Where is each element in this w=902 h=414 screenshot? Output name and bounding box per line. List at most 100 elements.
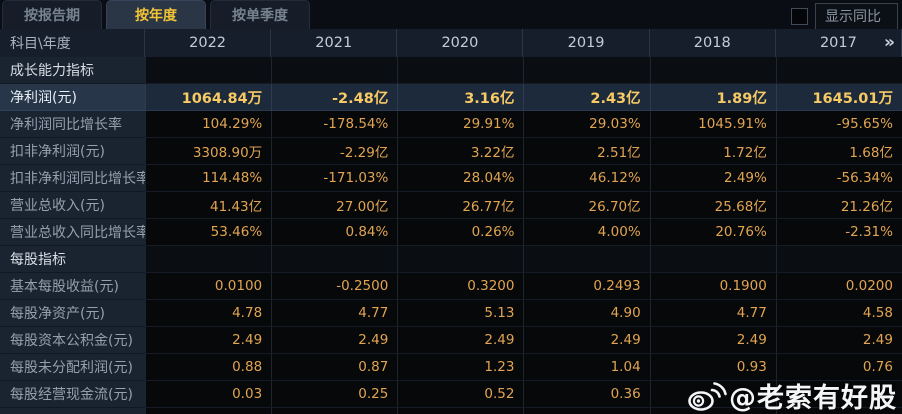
cell-value: 29.91% — [397, 111, 524, 138]
table-row: 每股资本公积金(元) 2.49 2.49 2.49 2.49 2.49 2.49 — [0, 327, 902, 354]
cell-value — [649, 246, 776, 273]
cell-value: 0.1900 — [649, 273, 776, 300]
partial-row — [0, 408, 902, 414]
cell-value: 2.49 — [397, 327, 524, 354]
year-column-header: 2020 — [397, 29, 524, 57]
cell-value: 29.03% — [523, 111, 650, 138]
cell-value: 27.00亿 — [271, 192, 398, 219]
cell-value — [397, 408, 524, 414]
table-row: 净利润同比增长率 104.29% -178.54% 29.91% 29.03% 1045.… — [0, 111, 902, 138]
cell-value — [145, 408, 272, 414]
yoy-controls: 显示同比 — [791, 3, 898, 30]
cell-value: 4.00% — [523, 219, 650, 246]
year-column-header: 2022 — [145, 29, 272, 57]
cell-value: 0.3200 — [397, 273, 524, 300]
cell-value — [649, 381, 776, 408]
row-label: 每股净资产(元) — [0, 300, 145, 327]
cell-value — [145, 57, 272, 84]
table-body: 成长能力指标 净利润(元) 1064.84万 -2.48亿 3.16亿 2.43亿 1.89… — [0, 57, 902, 414]
cell-value: 2.49 — [271, 327, 398, 354]
row-label: 每股资本公积金(元) — [0, 327, 145, 354]
table-row: 营业总收入同比增长率 53.46% 0.84% 0.26% 4.00% 20.76% -2.… — [0, 219, 902, 246]
row-label: 营业总收入同比增长率 — [0, 219, 145, 246]
row-label: 成长能力指标 — [0, 57, 145, 84]
cell-value: 3308.90万 — [145, 138, 272, 165]
cell-value — [271, 246, 398, 273]
cell-value: 21.26亿 — [775, 192, 902, 219]
cell-value: 1064.84万 — [145, 84, 272, 111]
cell-value: 3.22亿 — [397, 138, 524, 165]
tab-single-quarter[interactable]: 按单季度 — [210, 0, 310, 29]
cell-value: -56.34% — [775, 165, 902, 192]
row-label: 每股未分配利润(元) — [0, 354, 145, 381]
cell-value — [397, 246, 524, 273]
cell-value: 1.72亿 — [649, 138, 776, 165]
cell-value: 0.36 — [523, 381, 650, 408]
cell-value — [271, 408, 398, 414]
row-label: 每股经营现金流(元) — [0, 381, 145, 408]
cell-value: 0.84% — [271, 219, 398, 246]
table-row: 扣非净利润同比增长率 114.48% -171.03% 28.04% 46.12% 2.4… — [0, 165, 902, 192]
cell-value: 104.29% — [145, 111, 272, 138]
cell-value: 1645.01万 — [775, 84, 902, 111]
cell-value: 46.12% — [523, 165, 650, 192]
cell-value: -0.2500 — [271, 273, 398, 300]
cell-value: 1.68亿 — [775, 138, 902, 165]
cell-value: -171.03% — [271, 165, 398, 192]
tab-report-period[interactable]: 按报告期 — [2, 0, 102, 29]
cell-value — [775, 381, 902, 408]
cell-value — [271, 57, 398, 84]
cell-value: 28.04% — [397, 165, 524, 192]
cell-value: -95.65% — [775, 111, 902, 138]
table-header-row: 科目\年度 2022 2021 2020 2019 2018 2017» — [0, 29, 902, 57]
cell-value: 2.51亿 — [523, 138, 650, 165]
table-row: 扣非净利润(元) 3308.90万 -2.29亿 3.22亿 2.51亿 1.72亿 1.6… — [0, 138, 902, 165]
more-years-chevron-icon[interactable]: » — [884, 32, 895, 53]
cell-value: 0.03 — [145, 381, 272, 408]
cell-value: 0.0100 — [145, 273, 272, 300]
cell-value: 5.13 — [397, 300, 524, 327]
table-row: 营业总收入(元) 41.43亿 27.00亿 26.77亿 26.70亿 25.68亿 21… — [0, 192, 902, 219]
row-label — [0, 408, 145, 414]
cell-value: -178.54% — [271, 111, 398, 138]
cell-value: -2.31% — [775, 219, 902, 246]
cell-value: 2.49 — [649, 327, 776, 354]
cell-value: 0.0200 — [775, 273, 902, 300]
show-yoy-label[interactable]: 显示同比 — [815, 3, 898, 30]
table-row: 净利润(元) 1064.84万 -2.48亿 3.16亿 2.43亿 1.89亿 1645.… — [0, 84, 902, 111]
cell-value: 0.26% — [397, 219, 524, 246]
cell-value: 0.93 — [649, 354, 776, 381]
cell-value: 2.49 — [523, 327, 650, 354]
cell-value: 26.70亿 — [523, 192, 650, 219]
cell-value: 41.43亿 — [145, 192, 272, 219]
cell-value — [523, 246, 650, 273]
cell-value: 1.23 — [397, 354, 524, 381]
year-column-header: 2018 — [650, 29, 776, 57]
cell-value: 53.46% — [145, 219, 272, 246]
cell-value: 2.49 — [145, 327, 272, 354]
cell-value: -2.29亿 — [271, 138, 398, 165]
row-label: 基本每股收益(元) — [0, 273, 145, 300]
show-yoy-checkbox[interactable] — [791, 8, 808, 25]
cell-value: 26.77亿 — [397, 192, 524, 219]
corner-header-cell: 科目\年度 — [0, 29, 145, 57]
cell-value: 20.76% — [649, 219, 776, 246]
cell-value: 4.58 — [775, 300, 902, 327]
cell-value: 1.04 — [523, 354, 650, 381]
tab-bar: 按报告期 按年度 按单季度 显示同比 — [0, 0, 902, 30]
year-column-header: 2019 — [523, 29, 650, 57]
cell-value: 114.48% — [145, 165, 272, 192]
row-label: 营业总收入(元) — [0, 192, 145, 219]
cell-value — [523, 408, 650, 414]
cell-value: 4.77 — [649, 300, 776, 327]
cell-value: 2.43亿 — [523, 84, 650, 111]
cell-value: 2.49 — [775, 327, 902, 354]
cell-value: 0.88 — [145, 354, 272, 381]
cell-value — [523, 57, 650, 84]
cell-value: 0.87 — [271, 354, 398, 381]
tab-by-year[interactable]: 按年度 — [106, 0, 206, 29]
cell-value: 0.52 — [397, 381, 524, 408]
table-row: 基本每股收益(元) 0.0100 -0.2500 0.3200 0.2493 0.1900… — [0, 273, 902, 300]
cell-value: 0.76 — [775, 354, 902, 381]
cell-value: 1045.91% — [649, 111, 776, 138]
